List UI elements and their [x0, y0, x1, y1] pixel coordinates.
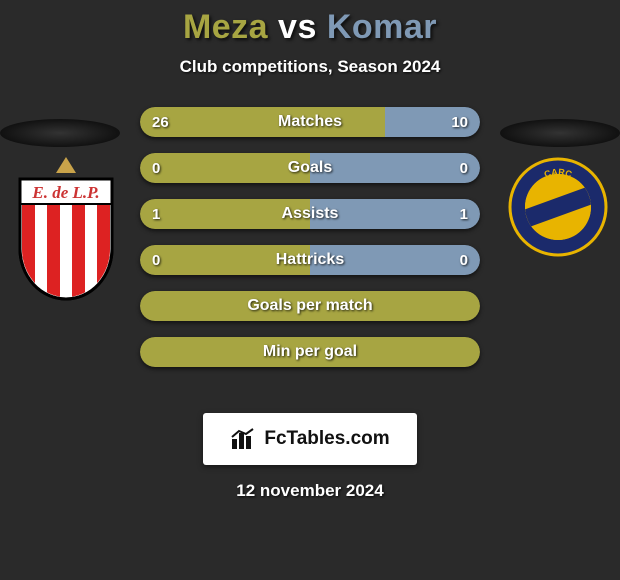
bar-row: Min per goal	[140, 337, 480, 367]
comparison-bars: Matches2610Goals00Assists11Hattricks00Go…	[140, 107, 480, 383]
bar-label: Goals	[140, 153, 480, 183]
bar-label: Matches	[140, 107, 480, 137]
brand-text: FcTables.com	[264, 428, 389, 450]
shadow-left	[0, 119, 120, 147]
bar-value-right: 0	[460, 245, 468, 275]
crest-left: E. de L.P.	[12, 157, 120, 312]
bar-row: Goals per match	[140, 291, 480, 321]
bar-value-right: 0	[460, 153, 468, 183]
date-line: 12 november 2024	[0, 481, 620, 501]
title-vs: vs	[278, 8, 317, 46]
bar-label: Min per goal	[140, 337, 480, 367]
page-title: Meza vs Komar	[0, 8, 620, 47]
title-player2: Komar	[327, 8, 437, 46]
bar-row: Hattricks0 0	[140, 245, 480, 275]
bar-value-left: 26	[152, 107, 169, 137]
comparison-card: Meza vs Komar Club competitions, Season …	[0, 0, 620, 501]
bar-row: Goals0 0	[140, 153, 480, 183]
bar-value-left: 0	[152, 245, 160, 275]
subtitle: Club competitions, Season 2024	[0, 57, 620, 77]
bar-label: Hattricks	[140, 245, 480, 275]
title-player1: Meza	[183, 8, 268, 46]
bar-value-right: 10	[451, 107, 468, 137]
bar-value-right: 1	[460, 199, 468, 229]
shield-icon: E. de L.P.	[12, 157, 120, 307]
crest-left-label: E. de L.P.	[31, 183, 99, 202]
bar-row: Assists1 1	[140, 199, 480, 229]
bar-value-left: 0	[152, 153, 160, 183]
bar-label: Goals per match	[140, 291, 480, 321]
bar-label: Assists	[140, 199, 480, 229]
shadow-right	[500, 119, 620, 147]
badge-icon: CARC	[508, 157, 608, 257]
bar-row: Matches26 10	[140, 107, 480, 137]
bars-icon	[230, 427, 258, 451]
comparison-graphic: E. de L.P.	[0, 107, 620, 407]
crest-right: CARC	[508, 157, 608, 262]
brand-badge: FcTables.com	[203, 413, 417, 465]
bar-value-left: 1	[152, 199, 160, 229]
